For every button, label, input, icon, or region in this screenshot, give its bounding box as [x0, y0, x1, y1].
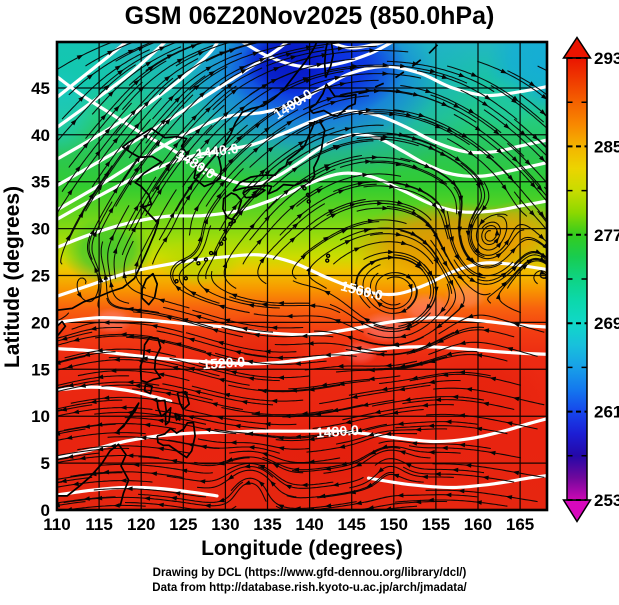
x-tick-label: 160 — [464, 515, 492, 534]
height-contour — [57, 42, 290, 188]
axes: 110 115 120 125 130 135 140 145 150 155 160 165 0 5 10… — [31, 40, 549, 534]
height-contour — [57, 109, 547, 221]
island-dot — [306, 199, 311, 204]
x-tick-label: 140 — [295, 515, 323, 534]
colorbar-tick-label: 253 — [594, 491, 619, 510]
island-dot — [325, 258, 330, 263]
height-contour — [57, 385, 173, 403]
colorbar-tick-label: 277 — [594, 226, 619, 245]
x-axis-title: Longitude (degrees) — [201, 537, 403, 560]
colorbar-tick-label: 293 — [594, 49, 619, 68]
credits: Drawing by DCL (https://www.gfd-dennou.o… — [0, 566, 619, 596]
height-contour — [366, 474, 547, 490]
height-contour — [57, 75, 547, 187]
x-tick-label: 115 — [85, 515, 112, 534]
island-dot — [305, 192, 311, 198]
plot-frame — [55, 40, 549, 512]
height-contour — [57, 316, 547, 337]
island-dot — [208, 250, 214, 256]
x-tick-label: 145 — [337, 515, 365, 534]
temperature-blob — [89, 307, 134, 334]
height-contour — [57, 345, 547, 366]
y-tick-label: 35 — [31, 173, 50, 192]
y-tick-label: 10 — [31, 407, 50, 426]
height-contour — [239, 42, 396, 69]
contour-label: 1440.0 — [195, 140, 240, 162]
y-tick-label: 45 — [31, 79, 50, 98]
y-tick-label: 20 — [31, 313, 50, 332]
y-tick-label: 25 — [31, 267, 50, 286]
x-tick-label: 150 — [380, 515, 408, 534]
height-contour — [57, 64, 547, 212]
colorbar-over-arrow — [562, 36, 592, 59]
island-dot — [183, 276, 189, 281]
x-tick-label: 120 — [127, 515, 155, 534]
x-tick-label: 110 — [43, 515, 70, 534]
colorbar: 293 285 277 269 261 253 — [562, 36, 619, 523]
y-tick-label: 5 — [41, 454, 50, 473]
island-dot — [174, 278, 179, 284]
colorbar-tick-label: 261 — [594, 403, 619, 422]
contour-label: 1480.0 — [315, 422, 359, 441]
x-tick-label: 165 — [506, 515, 534, 534]
credit-line-1: Drawing by DCL (https://www.gfd-dennou.o… — [152, 567, 467, 579]
height-contour — [57, 42, 168, 129]
x-tick-label: 155 — [422, 515, 450, 534]
y-tick-label: 40 — [31, 126, 50, 145]
y-tick-label: 30 — [31, 220, 50, 239]
height-contour — [57, 42, 220, 161]
height-contour — [57, 485, 219, 498]
island-dot — [325, 253, 331, 259]
chart-title: GSM 06Z20Nov2025 (850.0hPa) — [124, 2, 495, 30]
contour-label: 1520.0 — [202, 353, 246, 372]
temperature-blob — [61, 217, 154, 285]
x-tick-label: 125 — [169, 515, 197, 534]
credit-line-2: Data from http://database.rish.kyoto-u.a… — [152, 582, 467, 594]
y-tick-label: 0 — [41, 501, 50, 520]
colorbar-tick-label: 269 — [594, 314, 619, 333]
x-tick-label: 135 — [253, 515, 281, 534]
y-tick-label: 15 — [31, 360, 50, 379]
island-dot — [196, 261, 201, 266]
x-tick-label: 130 — [211, 515, 239, 534]
y-axis-title: Latitude (degrees) — [1, 186, 24, 368]
height-contour — [57, 417, 547, 460]
colorbar-under-arrow — [562, 499, 592, 523]
colorbar-tick-label: 285 — [594, 137, 619, 156]
